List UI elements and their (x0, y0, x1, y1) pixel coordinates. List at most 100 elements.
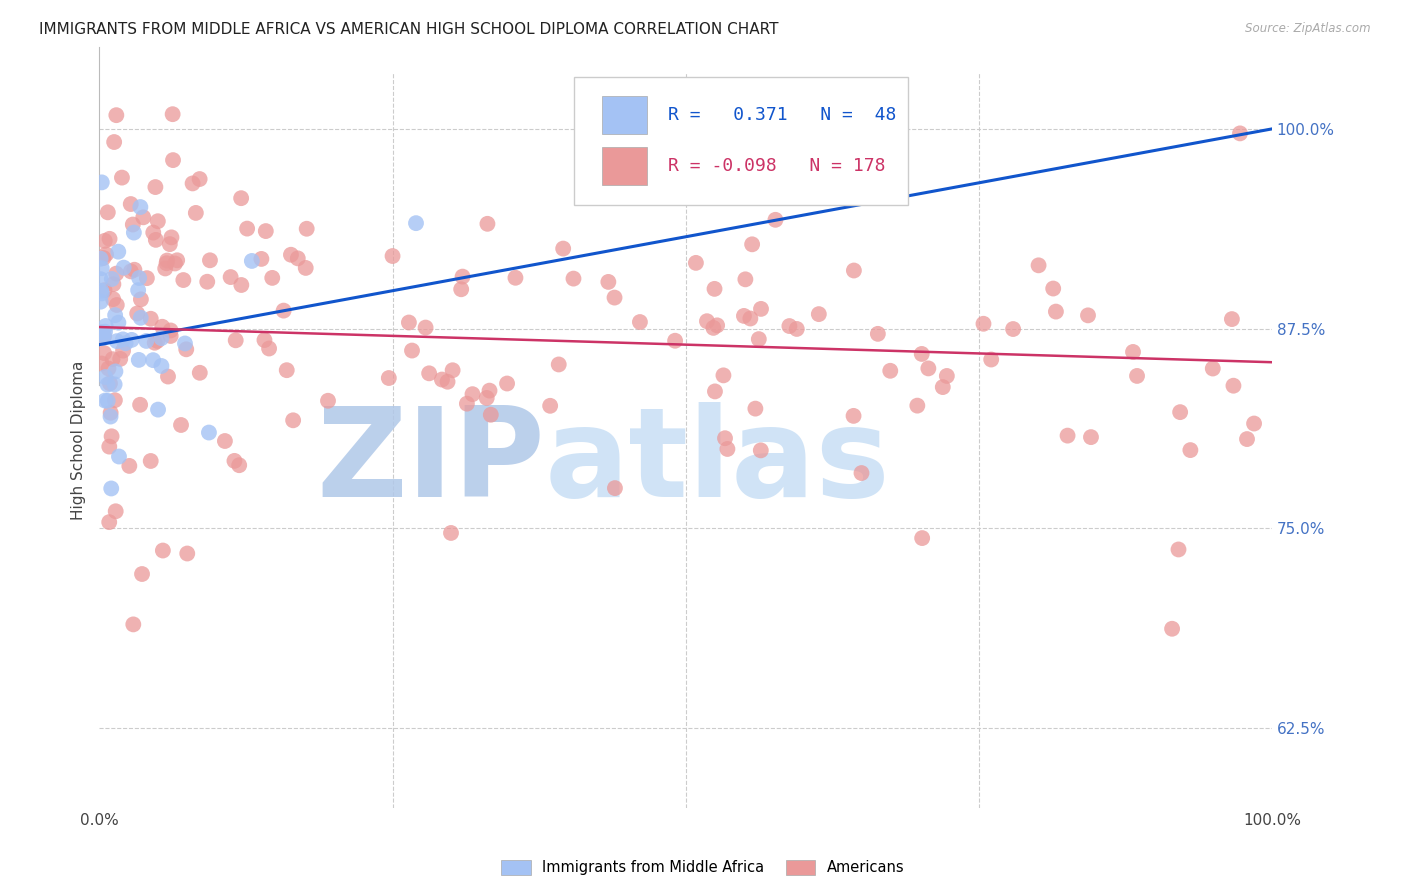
Point (381, 249, 404, 263)
Point (104, 377, 127, 392)
Point (94, 393, 117, 408)
Point (108, 450, 131, 464)
Point (475, 391, 498, 405)
Point (1202, 361, 1225, 376)
Point (159, 323, 181, 337)
Point (97, 393, 120, 408)
Point (696, 314, 718, 328)
Text: atlas: atlas (546, 402, 891, 523)
Point (815, 144, 838, 158)
Point (90, 286, 112, 301)
Point (94, 325, 117, 339)
Point (181, 177, 204, 191)
Point (749, 443, 772, 458)
Point (972, 317, 994, 331)
Point (768, 150, 790, 164)
Point (461, 387, 484, 401)
Text: R =   0.371   N =  48: R = 0.371 N = 48 (668, 106, 897, 124)
Point (562, 271, 585, 285)
Point (1002, 322, 1025, 336)
Point (101, 292, 124, 306)
Point (163, 256, 186, 270)
Point (1222, 378, 1244, 392)
Point (276, 363, 298, 377)
Point (405, 216, 427, 230)
Point (100, 406, 122, 420)
Point (145, 233, 167, 247)
Point (1167, 542, 1189, 557)
Point (1028, 258, 1050, 272)
Point (214, 434, 236, 448)
Point (135, 334, 157, 348)
Point (97, 361, 120, 376)
Point (162, 107, 184, 121)
Point (932, 380, 955, 394)
Point (287, 252, 309, 266)
Point (155, 261, 177, 276)
Point (224, 454, 246, 468)
Point (748, 332, 770, 346)
Point (714, 431, 737, 445)
Point (94, 370, 117, 384)
Point (250, 252, 273, 266)
Point (378, 371, 401, 385)
Point (96, 377, 118, 392)
Point (105, 267, 128, 281)
Point (142, 226, 165, 240)
Point (765, 212, 787, 227)
Point (122, 226, 145, 240)
Point (98, 440, 121, 454)
Point (155, 256, 177, 270)
Point (195, 275, 218, 289)
Point (111, 332, 134, 346)
Point (166, 253, 188, 268)
Point (129, 310, 152, 325)
Point (553, 242, 575, 256)
Point (170, 417, 193, 432)
Point (146, 334, 169, 348)
Point (740, 311, 762, 326)
Point (135, 271, 157, 285)
Text: R = -0.098   N = 178: R = -0.098 N = 178 (668, 157, 886, 176)
Point (738, 185, 761, 199)
Point (110, 351, 132, 366)
Point (1236, 432, 1258, 446)
Text: ZIP: ZIP (316, 402, 546, 523)
Point (174, 343, 197, 357)
Point (124, 262, 146, 277)
Point (150, 359, 173, 373)
Point (172, 273, 194, 287)
Point (143, 335, 166, 350)
Point (139, 454, 162, 468)
Point (146, 402, 169, 417)
Point (132, 211, 155, 225)
Point (1045, 304, 1067, 318)
Point (1042, 281, 1064, 295)
Point (152, 543, 174, 558)
Point (225, 334, 247, 348)
Point (547, 358, 569, 372)
Point (156, 253, 179, 268)
Point (107, 316, 129, 330)
Point (100, 482, 122, 496)
Point (98, 232, 121, 246)
Point (935, 368, 957, 383)
Text: IMMIGRANTS FROM MIDDLE AFRICA VS AMERICAN HIGH SCHOOL DIPLOMA CORRELATION CHART: IMMIGRANTS FROM MIDDLE AFRICA VS AMERICA… (39, 22, 779, 37)
Point (98, 515, 121, 529)
Point (90, 325, 112, 339)
Point (145, 180, 167, 194)
Point (93, 234, 115, 248)
Point (280, 248, 302, 262)
Point (716, 442, 738, 456)
Point (111, 170, 134, 185)
Point (103, 277, 125, 292)
Point (240, 254, 263, 268)
Point (101, 352, 124, 367)
Point (401, 343, 423, 358)
Point (675, 140, 697, 154)
Bar (602, 95, 647, 134)
Point (142, 353, 165, 368)
Point (90, 175, 112, 189)
Point (734, 272, 756, 286)
Point (851, 466, 873, 480)
